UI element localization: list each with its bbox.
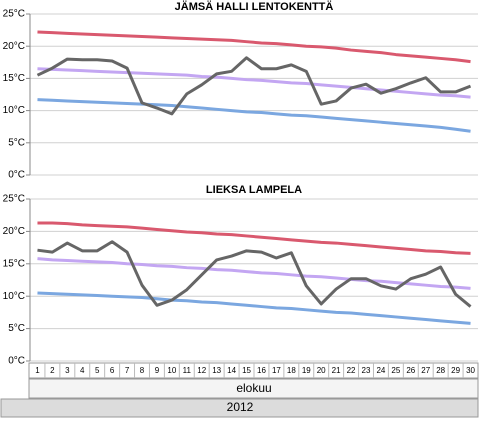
x-tick-label: 4 bbox=[80, 366, 85, 375]
x-tick-label: 22 bbox=[347, 366, 356, 375]
series-line bbox=[36, 56, 472, 116]
x-tick-label: 9 bbox=[155, 366, 160, 375]
y-tick-label: 25°C bbox=[3, 9, 25, 20]
series-line bbox=[37, 30, 471, 64]
x-tick-label: 8 bbox=[140, 366, 145, 375]
x-tick-label: 16 bbox=[257, 366, 266, 375]
year-row bbox=[0, 398, 479, 418]
x-tick-label: 21 bbox=[332, 366, 341, 375]
x-tick-label: 2 bbox=[50, 366, 55, 375]
x-tick-label: 5 bbox=[95, 366, 100, 375]
series-line bbox=[37, 240, 472, 308]
x-tick-label: 11 bbox=[183, 366, 192, 375]
x-tick-label: 29 bbox=[451, 366, 460, 375]
y-tick-label: 15°C bbox=[3, 73, 25, 84]
x-tick-label: 20 bbox=[317, 366, 326, 375]
y-tick-label: 10°C bbox=[3, 105, 25, 116]
y-tick-label: 20°C bbox=[3, 226, 25, 237]
x-tick-label: 7 bbox=[125, 366, 130, 375]
x-tick-label: 6 bbox=[110, 366, 115, 375]
y-tick-label: 15°C bbox=[3, 258, 25, 269]
x-tick-label: 3 bbox=[65, 366, 70, 375]
x-tick-label: 15 bbox=[242, 366, 251, 375]
x-tick-label: 23 bbox=[362, 366, 371, 375]
y-tick-label: 10°C bbox=[3, 291, 25, 302]
x-tick-label: 26 bbox=[406, 366, 415, 375]
x-tick-label: 18 bbox=[287, 366, 296, 375]
x-label-year: 2012 bbox=[227, 400, 254, 414]
x-tick-label: 12 bbox=[197, 366, 206, 375]
y-tick-label: 25°C bbox=[3, 194, 25, 205]
y-tick-label: 20°C bbox=[3, 41, 25, 52]
x-tick-label: 14 bbox=[227, 366, 236, 375]
x-tick-label: 13 bbox=[212, 366, 221, 375]
y-tick-label: 0°C bbox=[8, 356, 25, 367]
x-tick-label: 10 bbox=[167, 366, 176, 375]
series-line bbox=[37, 221, 471, 255]
chart-title: JÄMSÄ HALLI LENTOKENTTÄ bbox=[175, 0, 334, 13]
x-tick-label: 1 bbox=[35, 366, 40, 375]
x-tick-label: 19 bbox=[302, 366, 311, 375]
y-tick-label: 5°C bbox=[8, 137, 25, 148]
x-tick-label: 28 bbox=[436, 366, 445, 375]
month-row bbox=[28, 378, 479, 399]
series-line bbox=[37, 257, 471, 290]
chart-title: LIEKSA LAMPELA bbox=[206, 184, 302, 196]
x-tick-label: 30 bbox=[466, 366, 475, 375]
x-label: elokuu bbox=[236, 381, 271, 395]
series-line bbox=[37, 98, 471, 133]
x-tick-label: 17 bbox=[272, 366, 281, 375]
series-line bbox=[37, 67, 471, 99]
x-tick-label: 27 bbox=[421, 366, 430, 375]
y-tick-label: 0°C bbox=[8, 170, 25, 181]
x-tick-label: 24 bbox=[376, 366, 385, 375]
x-tick-label: 25 bbox=[391, 366, 400, 375]
series-line bbox=[37, 291, 471, 325]
y-tick-label: 5°C bbox=[8, 323, 25, 334]
